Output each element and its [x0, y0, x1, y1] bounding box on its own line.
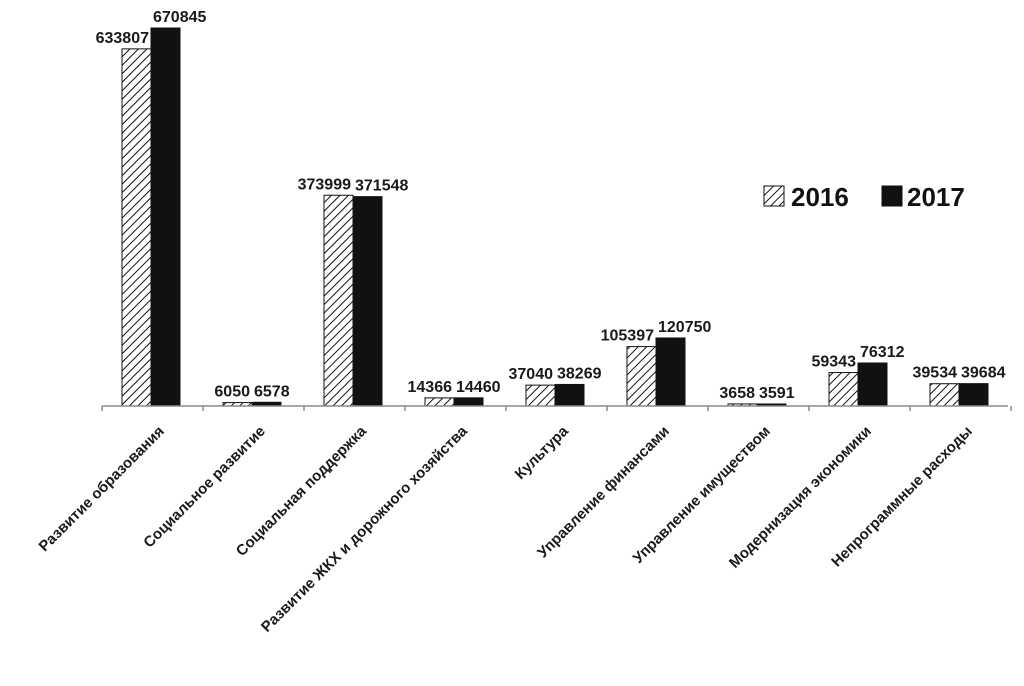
x-axis-ticks: [101, 406, 1012, 411]
data-label-2016-5: 105397: [601, 328, 654, 345]
bar-2016-2: [323, 194, 354, 407]
legend-swatch-2016: [763, 185, 785, 207]
data-label-2017-8: 39684: [961, 365, 1006, 382]
bar-2016-7: [828, 372, 859, 407]
legend-label-2017: 2017: [907, 182, 965, 212]
bar-2017-4: [554, 383, 585, 407]
data-label-2017-5: 120750: [658, 319, 711, 336]
data-label-2016-6: 3658: [719, 385, 755, 402]
bar-2017-5: [655, 337, 686, 407]
legend-swatch-2017: [881, 185, 903, 207]
category-label-3: Развитие ЖКХ и дорожного хозяйства: [258, 422, 471, 635]
data-label-2016-1: 6050: [214, 384, 250, 401]
data-label-2017-4: 38269: [557, 365, 602, 382]
bar-2017-3: [453, 397, 484, 407]
bars-group: [121, 27, 989, 407]
bar-2016-5: [626, 346, 657, 407]
bar-2017-8: [958, 383, 989, 407]
bar-2017-0: [150, 27, 181, 407]
data-label-2016-3: 14366: [408, 379, 453, 396]
bar-2016-3: [424, 397, 455, 407]
data-label-2017-3: 14460: [456, 379, 501, 396]
data-label-2017-6: 3591: [759, 385, 795, 402]
data-label-2017-2: 371548: [355, 178, 408, 195]
bar-2016-4: [525, 384, 556, 407]
data-label-2016-7: 59343: [812, 354, 857, 371]
data-label-2016-4: 37040: [509, 366, 554, 383]
data-label-2017-0: 670845: [153, 9, 206, 26]
data-label-2017-1: 6578: [254, 383, 290, 400]
bar-2017-2: [352, 196, 383, 407]
legend-label-2016: 2016: [791, 182, 849, 212]
data-label-2017-7: 76312: [860, 344, 905, 361]
data-label-2016-0: 633807: [96, 30, 149, 47]
data-label-2016-8: 39534: [913, 365, 958, 382]
bar-2016-8: [929, 383, 960, 407]
legend: 2016 2017: [763, 182, 965, 212]
category-label-4: Культура: [512, 422, 573, 483]
bar-2017-7: [857, 362, 888, 407]
bar-2016-0: [121, 48, 152, 407]
data-label-2016-2: 373999: [298, 176, 351, 193]
